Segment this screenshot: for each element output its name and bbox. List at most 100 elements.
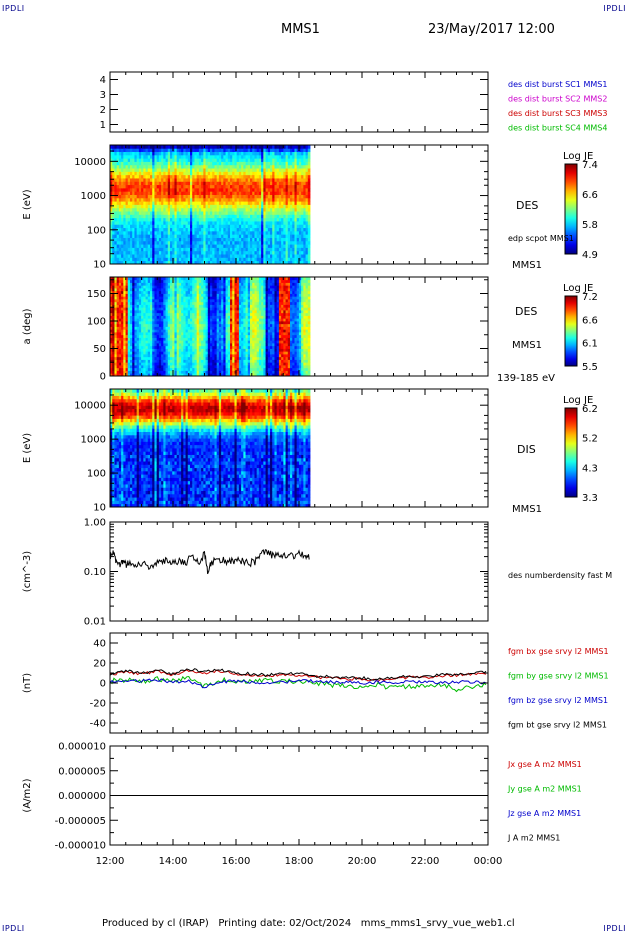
spectrogram-cell xyxy=(145,332,149,336)
spectrogram-cell xyxy=(172,197,175,202)
spectrogram-cell xyxy=(254,154,258,159)
spectrogram-cell xyxy=(210,168,213,172)
spectrogram-cell xyxy=(181,184,184,189)
spectrogram-cell xyxy=(190,321,193,325)
spectrogram-cell xyxy=(305,217,309,222)
spectrogram-cell xyxy=(141,293,144,297)
spectrogram-cell xyxy=(267,257,271,262)
spectrogram-cell xyxy=(134,307,138,311)
spectrogram-cell xyxy=(145,174,149,179)
spectrogram-cell xyxy=(181,154,184,159)
spectrogram-cell xyxy=(130,187,133,192)
spectrogram-cell xyxy=(190,234,193,238)
spectrogram-cell xyxy=(201,230,204,235)
spectrogram-cell xyxy=(192,191,195,195)
spectrogram-cell xyxy=(190,197,193,202)
spectrogram-cell xyxy=(241,227,244,232)
spectrogram-cell xyxy=(276,178,280,182)
spectrogram-cell xyxy=(138,260,142,265)
spectrogram-cell xyxy=(167,168,171,172)
spectrogram-cell xyxy=(145,293,149,297)
spectrogram-cell xyxy=(252,254,255,258)
spectrogram-cell xyxy=(141,345,144,349)
spectrogram-cell xyxy=(276,257,280,262)
spectrogram-cell xyxy=(238,240,242,245)
spectrogram-cell xyxy=(252,148,255,153)
spectrogram-cell xyxy=(141,329,144,333)
spectrogram-cell xyxy=(132,326,135,330)
spectrogram-cell xyxy=(154,214,158,219)
spectrogram-cell xyxy=(290,145,293,149)
spectrogram-cell xyxy=(118,237,122,242)
spectrogram-cell xyxy=(267,158,271,162)
spectrogram-cell xyxy=(123,197,126,202)
spectrogram-cell xyxy=(261,244,264,248)
spectrogram-cell xyxy=(145,227,149,232)
spectrogram-cell xyxy=(254,234,258,238)
spectrogram-cell xyxy=(281,254,284,258)
spectrogram-cell xyxy=(252,260,255,265)
spectrogram-cell xyxy=(285,244,289,248)
spectrogram-cell xyxy=(132,151,135,156)
spectrogram-cell xyxy=(227,260,231,265)
spectrogram-cell xyxy=(110,345,113,349)
spectrogram-cell xyxy=(130,250,133,255)
spectrogram-cell xyxy=(174,315,178,319)
spectrogram-cell xyxy=(141,240,144,245)
spectrogram-cell xyxy=(174,277,178,281)
spectrogram-cell xyxy=(174,211,178,215)
spectrogram-cell xyxy=(238,154,242,159)
spectrogram-cell xyxy=(212,221,215,225)
spectrogram-cell xyxy=(243,158,246,162)
spectrogram-cell xyxy=(165,230,169,235)
spectrogram-cell xyxy=(214,296,218,300)
spectrogram-cell xyxy=(198,234,202,238)
spectrogram-cell xyxy=(118,315,122,319)
spectrogram-cell xyxy=(130,337,133,341)
spectrogram-cell xyxy=(145,307,149,311)
spectrogram-cell xyxy=(125,237,129,242)
spectrogram-cell xyxy=(145,187,149,192)
spectrogram-cell xyxy=(214,187,218,192)
spectrogram-cell xyxy=(141,318,144,322)
spectrogram-cell xyxy=(307,191,311,195)
spectrogram-cell xyxy=(305,161,309,166)
spectrogram-cell xyxy=(170,214,173,219)
spectrogram-cell xyxy=(134,288,138,292)
spectrogram-cell xyxy=(123,154,126,159)
spectrogram-cell xyxy=(201,191,204,195)
spectrogram-cell xyxy=(123,254,126,258)
spectrogram-cell xyxy=(214,373,218,377)
spectrogram-cell xyxy=(294,145,298,149)
spectrogram-cell xyxy=(150,161,153,166)
spectrogram-cell xyxy=(247,184,251,189)
spectrogram-cell xyxy=(156,318,160,322)
spectrogram-cell xyxy=(178,151,182,156)
spectrogram-cell xyxy=(114,207,118,212)
spectrogram-cell xyxy=(172,217,175,222)
spectrogram-cell xyxy=(118,234,122,238)
spectrogram-cell xyxy=(221,161,224,166)
spectrogram-cell xyxy=(305,145,309,149)
spectrogram-cell xyxy=(118,244,122,248)
spectrogram-cell xyxy=(161,191,164,195)
spectrogram-cell xyxy=(190,181,193,186)
spectrogram-cell xyxy=(241,244,244,248)
spectrogram-cell xyxy=(296,197,300,202)
spectrogram-cell xyxy=(278,145,282,149)
spectrogram-cell xyxy=(272,214,275,219)
spectrogram-cell xyxy=(138,318,142,322)
spectrogram-cell xyxy=(147,168,151,172)
spectrogram-cell xyxy=(265,158,269,162)
spectrogram-cell xyxy=(190,151,193,156)
spectrogram-cell xyxy=(207,201,211,205)
spectrogram-cell xyxy=(192,211,195,215)
spectrogram-cell xyxy=(136,161,140,166)
spectrogram-cell xyxy=(123,217,126,222)
spectrogram-cell xyxy=(258,187,262,192)
spectrogram-cell xyxy=(216,214,220,219)
spectrogram-cell xyxy=(116,234,120,238)
spectrogram-cell xyxy=(154,211,158,215)
spectrogram-cell xyxy=(207,217,211,222)
spectrogram-cell xyxy=(247,234,251,238)
